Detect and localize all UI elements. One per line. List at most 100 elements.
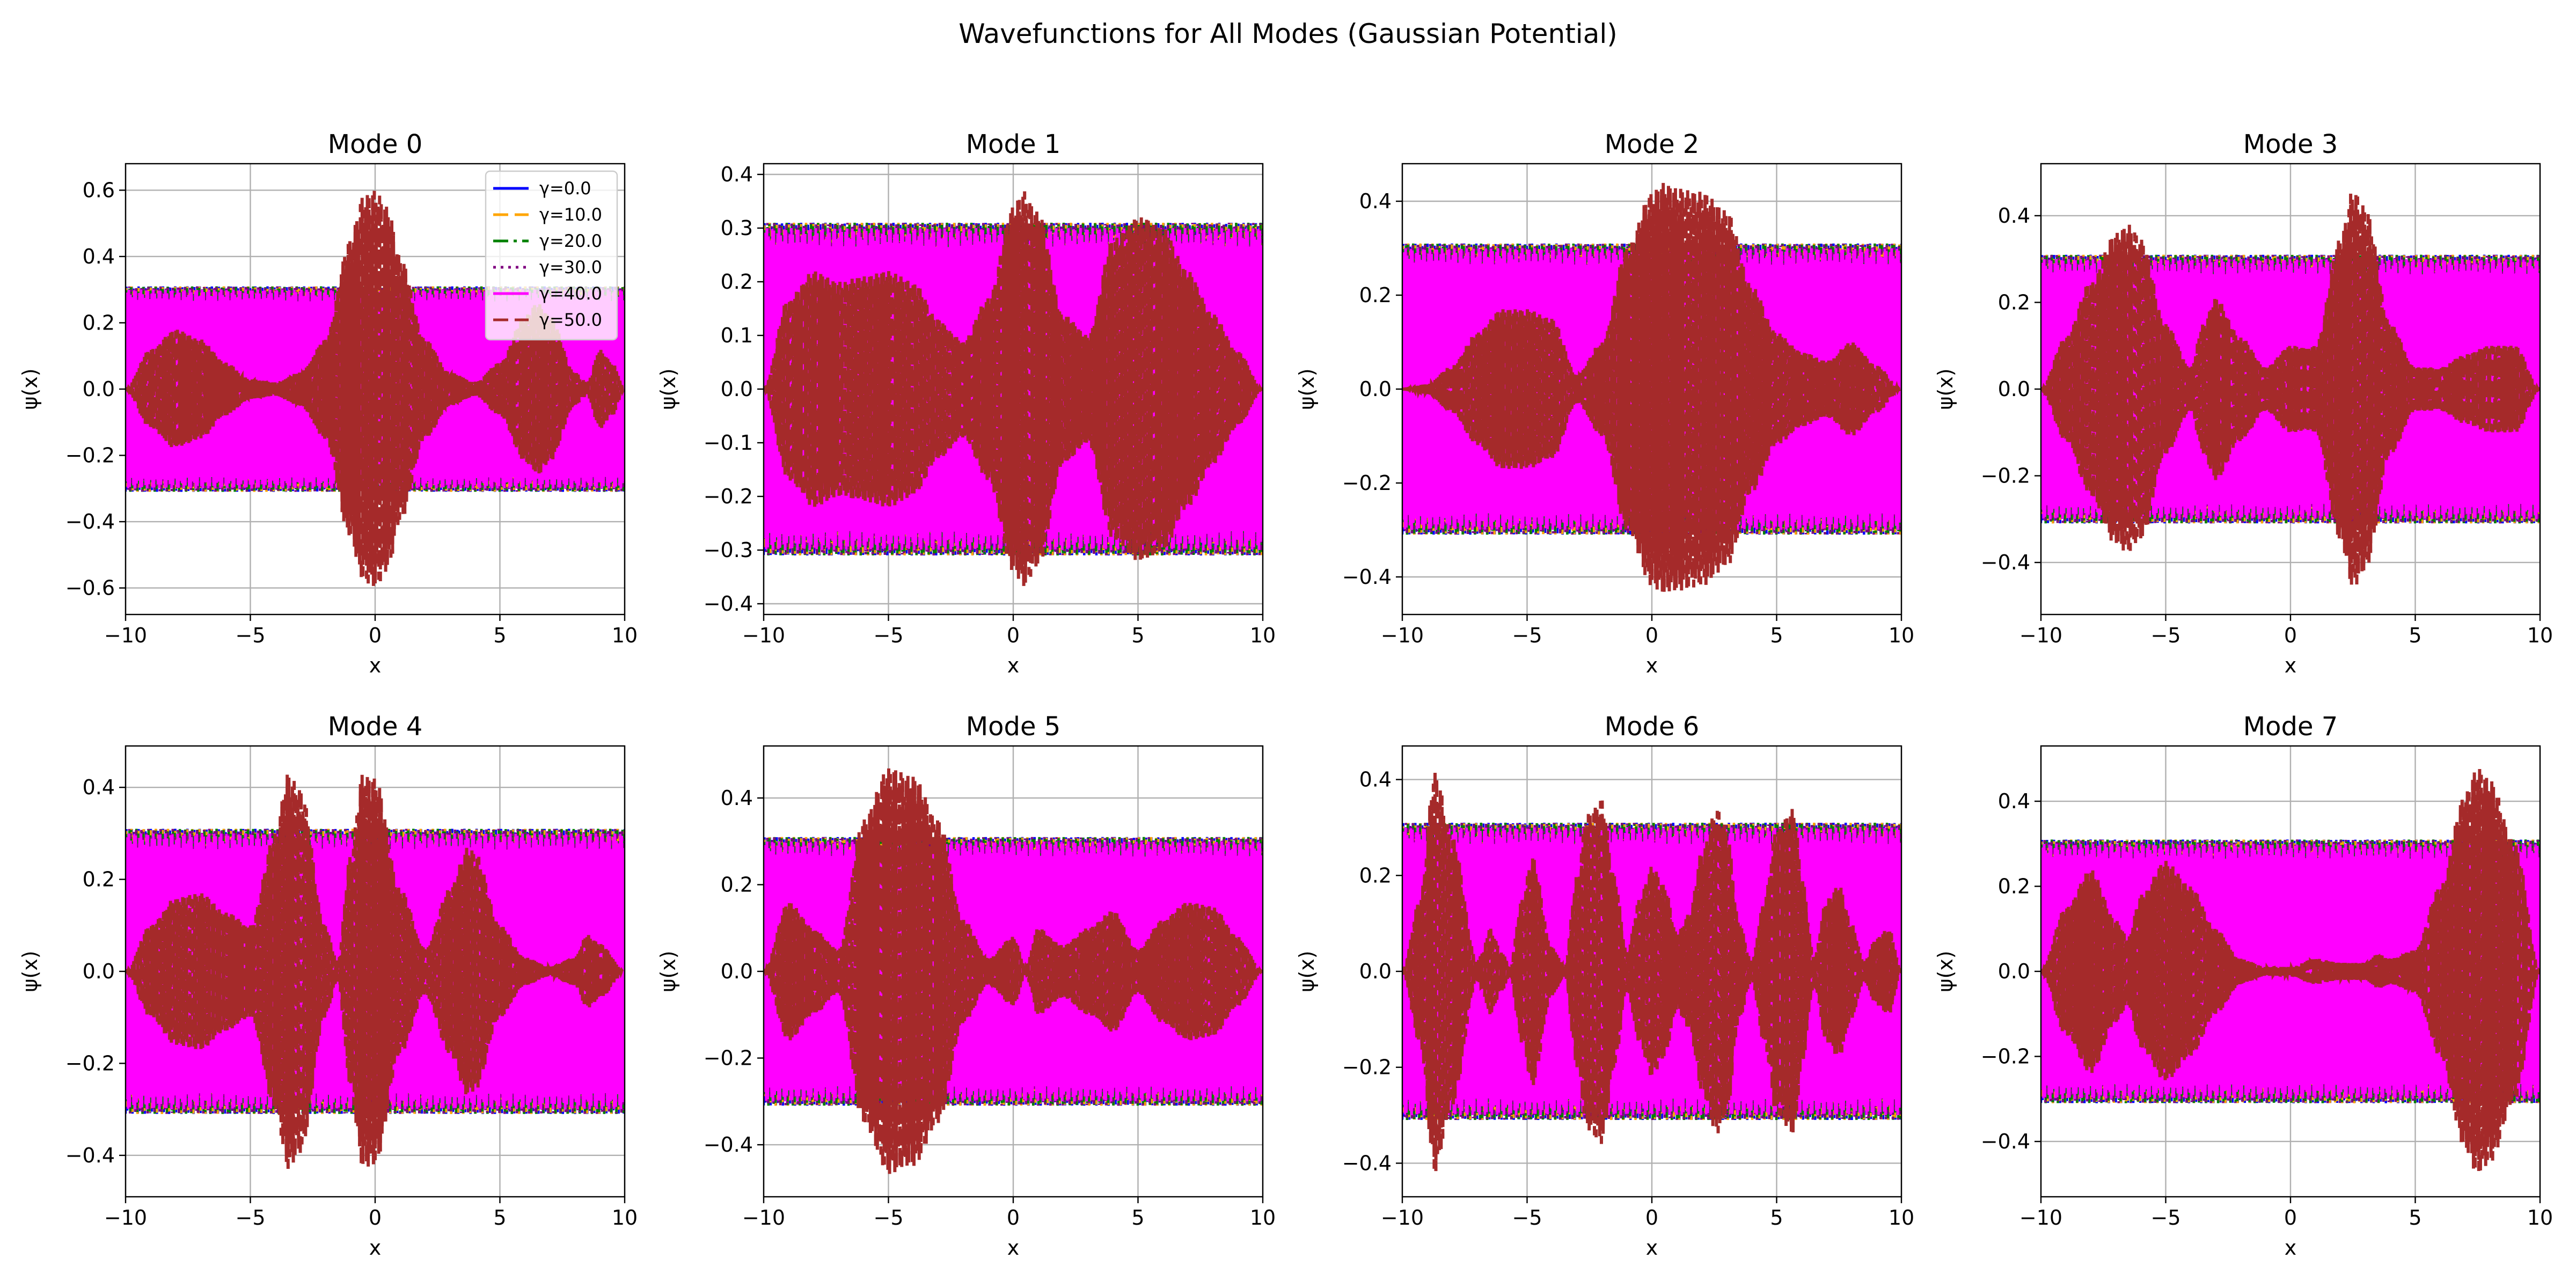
y-tick-label: 0.0 bbox=[1359, 960, 1392, 983]
legend-label: γ=40.0 bbox=[539, 283, 602, 304]
x-tick-label: −5 bbox=[873, 624, 903, 647]
y-tick-label: −0.2 bbox=[65, 444, 115, 467]
x-tick-label: −10 bbox=[2019, 1206, 2062, 1230]
subplot-mode-6: −10 −5 0 5 10 −0.4 −0.2 0.0 0.2 0.4 Mode 6 x ψ(x) bbox=[1295, 712, 1914, 1260]
x-axis-label: x bbox=[1646, 1236, 1658, 1260]
y-tick-label: −0.4 bbox=[65, 1144, 115, 1167]
x-tick-label: 5 bbox=[2409, 624, 2421, 647]
y-tick-label: 0.4 bbox=[1998, 789, 2030, 813]
subplot-mode-5: −10 −5 0 5 10 −0.4 −0.2 0.0 0.2 0.4 Mode 5 x ψ(x) bbox=[656, 712, 1276, 1260]
y-tick-label: 0.0 bbox=[721, 960, 753, 983]
x-tick-label: −5 bbox=[235, 1206, 265, 1230]
y-axis-label: ψ(x) bbox=[656, 950, 680, 992]
y-axis-label: ψ(x) bbox=[1295, 368, 1319, 409]
subplot-mode-3: −10 −5 0 5 10 −0.4 −0.2 0.0 0.2 0.4 Mode 3 x ψ(x) bbox=[1934, 129, 2553, 677]
subplot-title: Mode 7 bbox=[2243, 712, 2338, 742]
series-line-gamma-50 bbox=[126, 774, 625, 1169]
x-tick-label: 5 bbox=[1770, 1206, 1783, 1230]
y-tick-label: −0.2 bbox=[65, 1051, 115, 1075]
y-tick-label: 0.0 bbox=[83, 960, 115, 983]
series-group bbox=[764, 767, 1263, 1174]
subplot-title: Mode 6 bbox=[1605, 712, 1700, 742]
figure-title: Wavefunctions for All Modes (Gaussian Po… bbox=[958, 18, 1617, 49]
subplot-grid: −10 −5 0 5 10 −0.6 −0.4 −0.2 0.0 0.2 0.4 0.6 Mode 0 x… bbox=[18, 129, 2553, 1260]
y-axis-label: ψ(x) bbox=[1934, 950, 1957, 992]
legend-label: γ=10.0 bbox=[539, 204, 602, 225]
y-tick-label: −0.4 bbox=[1342, 1151, 1392, 1175]
x-tick-label: −5 bbox=[2150, 624, 2180, 647]
x-tick-label: 5 bbox=[1131, 1206, 1144, 1230]
subplot-mode-1: −10 −5 0 5 10 −0.4 −0.3 −0.2 −0.1 0.0 0.1 0.2 0.3 0.4… bbox=[656, 129, 1276, 677]
y-tick-label: −0.2 bbox=[704, 485, 753, 508]
y-tick-label: −0.4 bbox=[1342, 565, 1392, 589]
x-axis-label: x bbox=[369, 1236, 382, 1260]
x-tick-label: 0 bbox=[1007, 624, 1020, 647]
y-tick-label: 0.4 bbox=[1359, 189, 1392, 213]
x-tick-label: 0 bbox=[1007, 1206, 1020, 1230]
y-tick-label: −0.2 bbox=[1342, 471, 1392, 495]
subplot-mode-2: −10 −5 0 5 10 −0.4 −0.2 0.0 0.2 0.4 Mode 2 x ψ(x) bbox=[1295, 129, 1914, 677]
x-tick-label: 5 bbox=[2409, 1206, 2421, 1230]
y-tick-label: 0.4 bbox=[83, 775, 115, 799]
y-tick-label: 0.6 bbox=[83, 178, 115, 202]
series-line-gamma-50 bbox=[764, 191, 1263, 587]
x-axis-label: x bbox=[2285, 654, 2297, 677]
subplot-title: Mode 5 bbox=[966, 712, 1061, 742]
x-axis-label: x bbox=[369, 654, 382, 677]
y-tick-label: −0.2 bbox=[704, 1046, 753, 1070]
x-tick-label: −10 bbox=[104, 1206, 147, 1230]
series-line-gamma-50 bbox=[1402, 770, 1901, 1172]
x-tick-label: 10 bbox=[612, 1206, 638, 1230]
subplot-mode-4: −10 −5 0 5 10 −0.4 −0.2 0.0 0.2 0.4 Mode 4 x ψ(x) bbox=[18, 712, 638, 1260]
y-tick-label: −0.4 bbox=[704, 592, 753, 616]
legend-label: γ=20.0 bbox=[539, 231, 602, 251]
x-tick-label: −5 bbox=[235, 624, 265, 647]
series-group bbox=[764, 191, 1263, 587]
y-tick-label: 0.4 bbox=[721, 163, 753, 186]
x-tick-label: 0 bbox=[1645, 1206, 1658, 1230]
legend-label: γ=50.0 bbox=[539, 310, 602, 330]
y-tick-label: 0.4 bbox=[1359, 768, 1392, 792]
y-tick-label: −0.4 bbox=[704, 1133, 753, 1157]
y-tick-label: 0.0 bbox=[1998, 960, 2030, 983]
subplot-title: Mode 4 bbox=[328, 712, 423, 742]
subplot-title: Mode 2 bbox=[1605, 129, 1700, 159]
y-tick-label: 0.2 bbox=[721, 270, 753, 294]
x-tick-label: 10 bbox=[2527, 624, 2553, 647]
x-tick-label: 5 bbox=[1770, 624, 1783, 647]
x-axis-label: x bbox=[1007, 654, 1020, 677]
y-tick-label: 0.2 bbox=[1359, 283, 1392, 307]
y-tick-label: 0.1 bbox=[721, 324, 753, 347]
x-tick-label: 10 bbox=[2527, 1206, 2553, 1230]
y-axis-label: ψ(x) bbox=[1295, 950, 1319, 992]
series-group bbox=[2041, 193, 2540, 586]
series-line-gamma-50 bbox=[2041, 768, 2540, 1174]
y-tick-label: −0.2 bbox=[1981, 1044, 2030, 1068]
y-tick-label: 0.2 bbox=[1359, 863, 1392, 887]
x-tick-label: 5 bbox=[493, 624, 506, 647]
y-axis-label: ψ(x) bbox=[18, 950, 42, 992]
x-tick-label: 0 bbox=[2284, 1206, 2297, 1230]
y-tick-label: 0.0 bbox=[83, 377, 115, 401]
y-tick-label: −0.2 bbox=[1342, 1056, 1392, 1079]
series-group bbox=[126, 774, 625, 1169]
x-tick-label: 0 bbox=[2284, 624, 2297, 647]
y-tick-label: 0.0 bbox=[1998, 377, 2030, 401]
y-tick-label: 0.3 bbox=[721, 216, 753, 240]
x-tick-label: 0 bbox=[1645, 624, 1658, 647]
x-tick-label: −10 bbox=[104, 624, 147, 647]
series-group bbox=[1402, 182, 1901, 595]
y-tick-label: −0.2 bbox=[1981, 464, 2030, 488]
x-axis-label: x bbox=[1007, 1236, 1020, 1260]
x-tick-label: 5 bbox=[493, 1206, 506, 1230]
x-tick-label: 10 bbox=[1889, 624, 1914, 647]
subplot-title: Mode 3 bbox=[2243, 129, 2338, 159]
subplot-mode-7: −10 −5 0 5 10 −0.4 −0.2 0.0 0.2 0.4 Mode 7 x ψ(x) bbox=[1934, 712, 2553, 1260]
y-axis-label: ψ(x) bbox=[18, 368, 42, 409]
subplot-mode-0: −10 −5 0 5 10 −0.6 −0.4 −0.2 0.0 0.2 0.4 0.6 Mode 0 x… bbox=[18, 129, 638, 677]
y-tick-label: 0.0 bbox=[721, 377, 753, 401]
y-tick-label: −0.3 bbox=[704, 538, 753, 562]
x-tick-label: −10 bbox=[742, 1206, 785, 1230]
x-axis-label: x bbox=[1646, 654, 1658, 677]
